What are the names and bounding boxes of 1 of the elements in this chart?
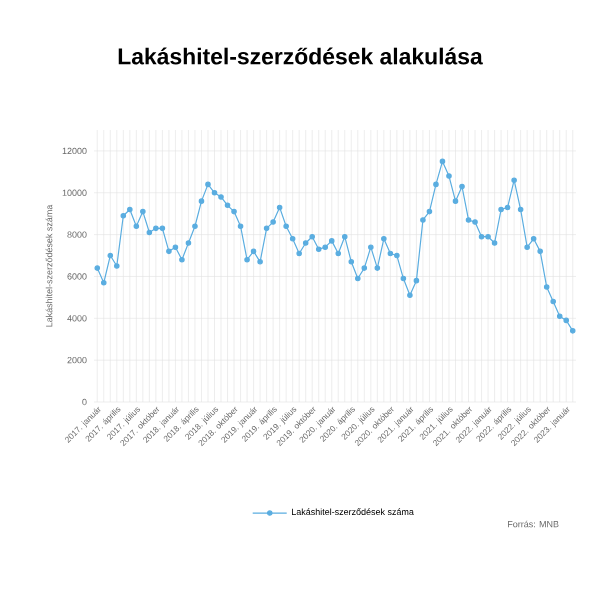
- chart-title: Lakáshitel-szerződések alakulása: [118, 47, 483, 65]
